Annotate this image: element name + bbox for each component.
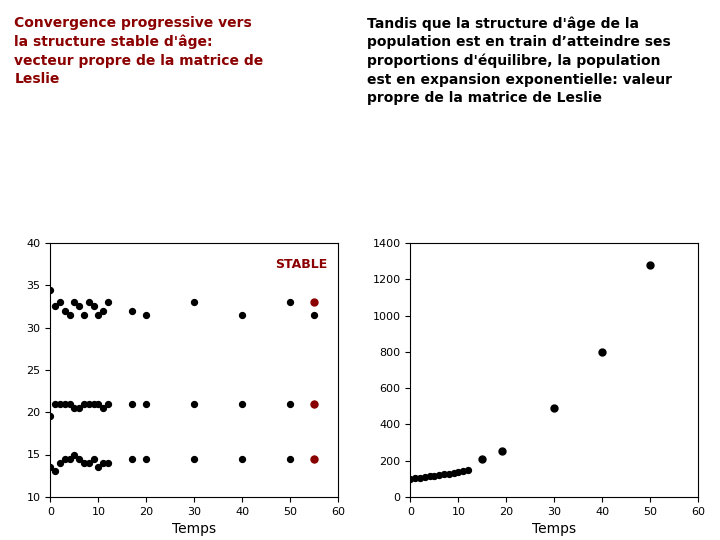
Point <box>457 467 469 475</box>
Point <box>45 285 56 294</box>
Point <box>448 469 459 477</box>
Point <box>50 302 61 310</box>
Point <box>309 400 320 408</box>
Point <box>64 400 76 408</box>
Point <box>284 298 296 307</box>
Point <box>102 400 114 408</box>
Point <box>54 458 66 467</box>
Point <box>73 454 85 463</box>
Point <box>140 310 152 319</box>
Point <box>438 470 450 478</box>
Point <box>597 347 608 356</box>
Point <box>45 463 56 471</box>
Point <box>405 474 416 483</box>
Point <box>50 467 61 476</box>
Point <box>189 298 200 307</box>
Point <box>237 310 248 319</box>
Text: Convergence progressive vers
la structure stable d'âge:
vecteur propre de la mat: Convergence progressive vers la structur… <box>14 16 264 86</box>
Point <box>45 412 56 421</box>
Point <box>189 454 200 463</box>
Point <box>309 310 320 319</box>
Point <box>126 306 138 315</box>
Point <box>68 450 80 459</box>
Point <box>83 458 94 467</box>
Point <box>453 468 464 476</box>
Point <box>97 404 109 413</box>
Point <box>78 458 90 467</box>
Point <box>78 310 90 319</box>
Point <box>419 472 431 481</box>
Point <box>78 400 90 408</box>
Point <box>73 302 85 310</box>
Point <box>462 465 474 474</box>
Point <box>496 446 508 455</box>
Point <box>88 302 99 310</box>
Point <box>54 298 66 307</box>
Point <box>237 400 248 408</box>
Point <box>102 298 114 307</box>
Point <box>140 454 152 463</box>
Point <box>309 454 320 463</box>
Text: STABLE: STABLE <box>275 258 328 272</box>
Text: Tandis que la structure d'âge de la
population est en train d’atteindre ses
prop: Tandis que la structure d'âge de la popu… <box>367 16 672 105</box>
Point <box>83 298 94 307</box>
Point <box>59 306 71 315</box>
Point <box>309 454 320 463</box>
Point <box>97 306 109 315</box>
Point <box>309 298 320 307</box>
Point <box>410 474 421 482</box>
Point <box>102 458 114 467</box>
Point <box>64 454 76 463</box>
Point <box>73 404 85 413</box>
Point <box>414 473 426 482</box>
Point <box>189 400 200 408</box>
Point <box>59 454 71 463</box>
Point <box>309 400 320 408</box>
Point <box>50 400 61 408</box>
Point <box>126 454 138 463</box>
Point <box>428 471 440 480</box>
Point <box>433 471 445 480</box>
Point <box>64 310 76 319</box>
Point <box>97 458 109 467</box>
Point <box>644 260 656 269</box>
Point <box>424 472 436 481</box>
Point <box>68 404 80 413</box>
Point <box>93 400 104 408</box>
X-axis label: Temps: Temps <box>532 522 577 536</box>
Point <box>54 400 66 408</box>
Point <box>140 400 152 408</box>
Point <box>284 400 296 408</box>
Point <box>237 454 248 463</box>
Point <box>477 455 488 463</box>
Point <box>68 298 80 307</box>
Point <box>126 400 138 408</box>
Point <box>88 400 99 408</box>
X-axis label: Temps: Temps <box>172 522 217 536</box>
Point <box>93 463 104 471</box>
Point <box>284 454 296 463</box>
Point <box>59 400 71 408</box>
Point <box>549 404 560 413</box>
Point <box>88 454 99 463</box>
Point <box>83 400 94 408</box>
Point <box>443 469 454 478</box>
Point <box>93 310 104 319</box>
